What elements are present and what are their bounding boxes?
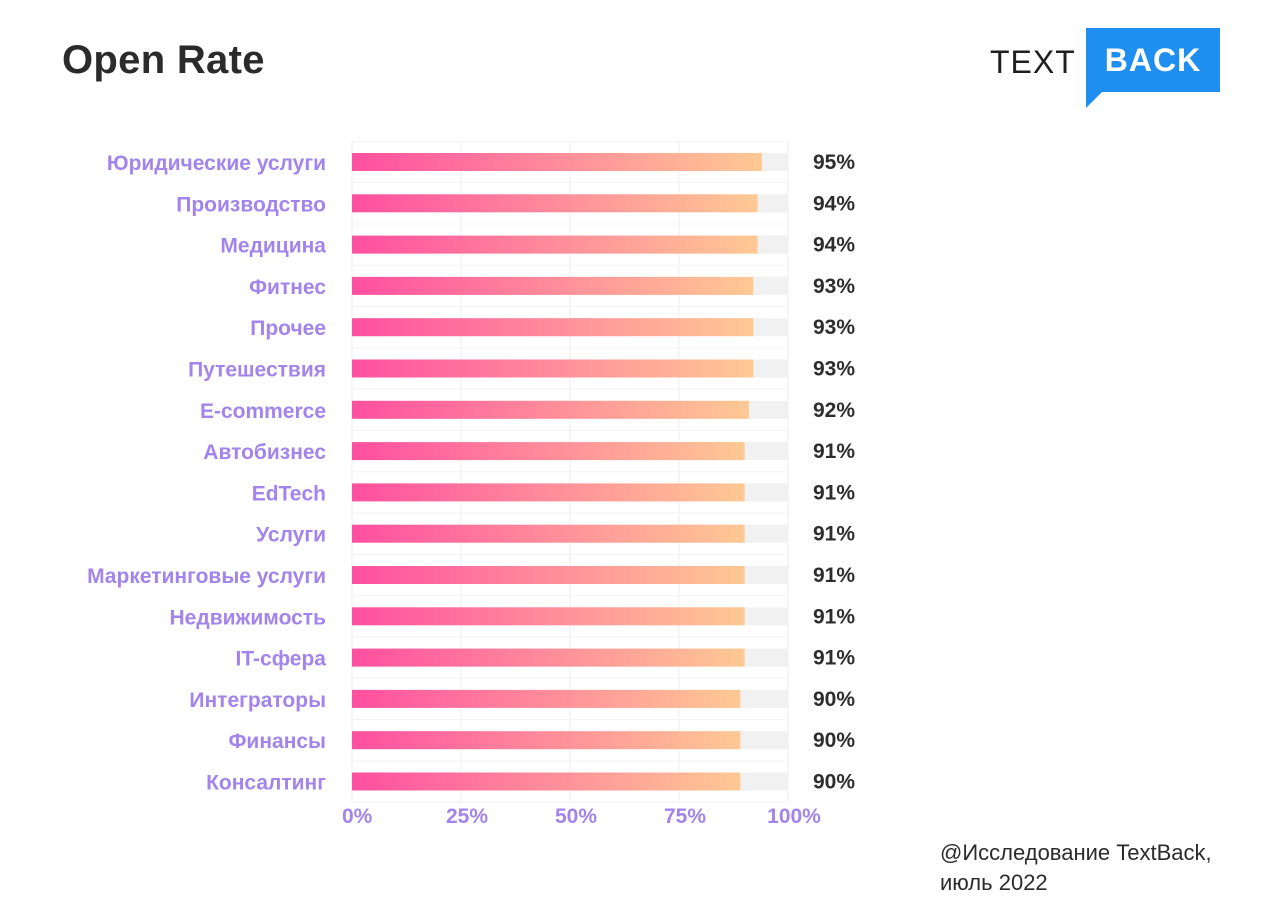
bar [352,483,745,502]
category-label: Автобизнес [203,441,326,464]
chart-title: Open Rate [62,38,265,82]
value-label: 90% [813,771,855,794]
x-tick-label: 25% [446,805,488,828]
value-label: 90% [813,729,855,752]
category-label: Финансы [229,730,327,753]
category-label: Маркетинговые услуги [87,565,326,588]
category-label: E-commerce [200,400,326,423]
value-label: 94% [813,192,855,215]
bar [352,400,749,419]
value-label: 91% [813,647,855,670]
bar [352,359,754,378]
value-label: 94% [813,234,855,257]
category-label: Юридические услуги [107,152,326,175]
category-label: Прочее [250,317,326,340]
category-label: IT-сфера [236,648,327,671]
category-label: Фитнес [249,276,326,299]
category-label: Консалтинг [206,772,326,795]
category-label: Производство [176,193,326,216]
x-tick-label: 75% [664,805,706,828]
source-line-1: @Исследование TextBack, [940,840,1212,865]
value-label: 91% [813,481,855,504]
logo-text: TEXT [990,44,1076,80]
logo-box: BACK [1086,28,1220,92]
value-label: 91% [813,523,855,546]
value-label: 95% [813,151,855,174]
value-label: 91% [813,605,855,628]
category-label: Путешествия [188,359,326,382]
category-label: Недвижимость [170,606,327,629]
bar [352,648,745,667]
value-label: 91% [813,440,855,463]
bar [352,442,745,461]
bar [352,772,741,791]
textback-logo: TEXT BACK [990,28,1220,110]
value-label: 90% [813,688,855,711]
logo-box-text: BACK [1104,42,1202,78]
bar [352,607,745,626]
category-label: Интеграторы [189,689,326,712]
bar [352,318,754,337]
value-label: 91% [813,564,855,587]
bar [352,194,758,213]
bar [352,524,745,543]
x-tick-label: 100% [767,805,821,828]
bar [352,153,762,171]
value-label: 93% [813,275,855,298]
value-label: 93% [813,358,855,381]
category-label: EdTech [252,482,326,505]
bar [352,731,741,750]
x-tick-label: 50% [555,805,597,828]
source-line-2: июль 2022 [940,870,1048,895]
category-label: Медицина [220,235,326,258]
bar [352,276,754,295]
value-label: 93% [813,316,855,339]
value-label: 92% [813,399,855,422]
bar [352,689,741,708]
source-note: @Исследование TextBack, июль 2022 [940,838,1212,898]
bar [352,235,758,254]
bar [352,566,745,584]
logo-speech-tail [1086,90,1104,108]
x-tick-label: 0% [342,805,373,828]
category-label: Услуги [256,524,326,547]
